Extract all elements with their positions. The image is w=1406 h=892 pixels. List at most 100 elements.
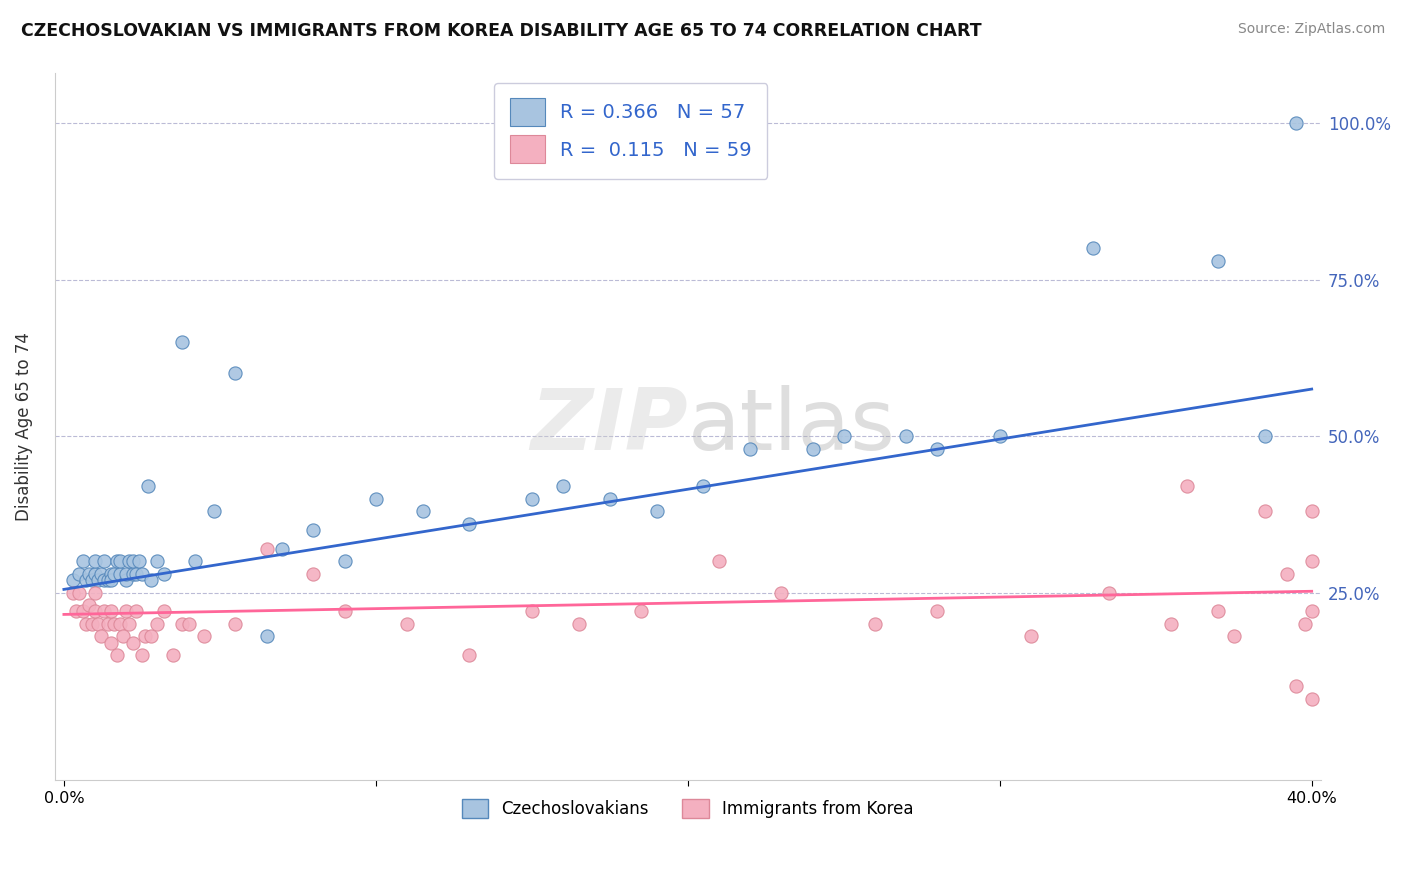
Point (146, 554, 169, 568)
Point (302, 523, 325, 537)
Point (1160, 616, 1182, 631)
Point (520, 491, 543, 506)
Point (75, 616, 97, 631)
Point (141, 573, 163, 587)
Point (108, 554, 131, 568)
Text: ZIP: ZIP (530, 385, 688, 468)
Point (645, 504, 668, 518)
Point (80, 573, 103, 587)
Point (141, 629, 163, 643)
Point (458, 648, 481, 662)
Point (100, 635, 122, 649)
Point (118, 616, 141, 631)
Point (136, 479, 159, 493)
Point (193, 629, 215, 643)
Point (1254, 504, 1277, 518)
Point (93, 604, 115, 618)
Point (256, 541, 278, 556)
Point (105, 648, 128, 662)
Text: CZECHOSLOVAKIAN VS IMMIGRANTS FROM KOREA DISABILITY AGE 65 TO 74 CORRELATION CHA: CZECHOSLOVAKIAN VS IMMIGRANTS FROM KOREA… (21, 22, 981, 40)
Point (84, 604, 107, 618)
Point (801, 442, 824, 456)
Point (1175, 479, 1198, 493)
Point (62, 585, 84, 599)
Point (740, 442, 762, 456)
Point (271, 541, 294, 556)
Point (1285, 116, 1308, 130)
Point (333, 554, 356, 568)
Point (692, 479, 714, 493)
Point (927, 442, 949, 456)
Point (364, 491, 387, 506)
Point (93, 554, 115, 568)
Point (84, 554, 107, 568)
Point (256, 629, 278, 643)
Point (90, 566, 112, 581)
Point (927, 604, 949, 618)
Point (124, 566, 146, 581)
Text: Source: ZipAtlas.com: Source: ZipAtlas.com (1237, 22, 1385, 37)
Point (162, 648, 184, 662)
Point (115, 604, 138, 618)
Point (1206, 253, 1229, 268)
Point (1301, 604, 1323, 618)
Point (1083, 241, 1105, 255)
Point (146, 616, 169, 631)
Legend: Czechoslovakians, Immigrants from Korea: Czechoslovakians, Immigrants from Korea (456, 792, 921, 825)
Point (224, 367, 246, 381)
Point (62, 573, 84, 587)
Point (118, 554, 141, 568)
Point (1019, 629, 1042, 643)
Point (134, 629, 156, 643)
Point (1206, 604, 1229, 618)
Point (65, 604, 87, 618)
Point (184, 554, 207, 568)
Y-axis label: Disability Age 65 to 74: Disability Age 65 to 74 (15, 332, 32, 521)
Point (77, 566, 100, 581)
Point (177, 616, 200, 631)
Point (115, 573, 138, 587)
Point (108, 616, 131, 631)
Point (1275, 566, 1298, 581)
Point (97, 573, 120, 587)
Point (224, 616, 246, 631)
Point (152, 604, 174, 618)
Point (172, 335, 194, 350)
Point (832, 429, 855, 443)
Point (69, 585, 91, 599)
Point (333, 604, 356, 618)
Point (1301, 504, 1323, 518)
Point (172, 616, 194, 631)
Point (131, 648, 153, 662)
Point (108, 566, 131, 581)
Point (121, 554, 143, 568)
Point (1294, 616, 1316, 631)
Point (894, 429, 917, 443)
Point (77, 598, 100, 612)
Point (100, 604, 122, 618)
Point (707, 554, 730, 568)
Point (863, 616, 886, 631)
Point (121, 566, 143, 581)
Point (84, 585, 107, 599)
Point (115, 566, 138, 581)
Point (1254, 429, 1277, 443)
Point (1285, 680, 1308, 694)
Point (599, 491, 621, 506)
Point (80, 616, 103, 631)
Point (90, 629, 112, 643)
Point (75, 573, 97, 587)
Point (103, 616, 125, 631)
Point (69, 566, 91, 581)
Point (630, 604, 652, 618)
Point (988, 429, 1011, 443)
Point (152, 566, 174, 581)
Point (103, 566, 125, 581)
Point (395, 616, 418, 631)
Point (97, 616, 120, 631)
Point (568, 616, 591, 631)
Point (458, 516, 481, 531)
Point (1098, 585, 1121, 599)
Point (128, 554, 150, 568)
Point (770, 585, 793, 599)
